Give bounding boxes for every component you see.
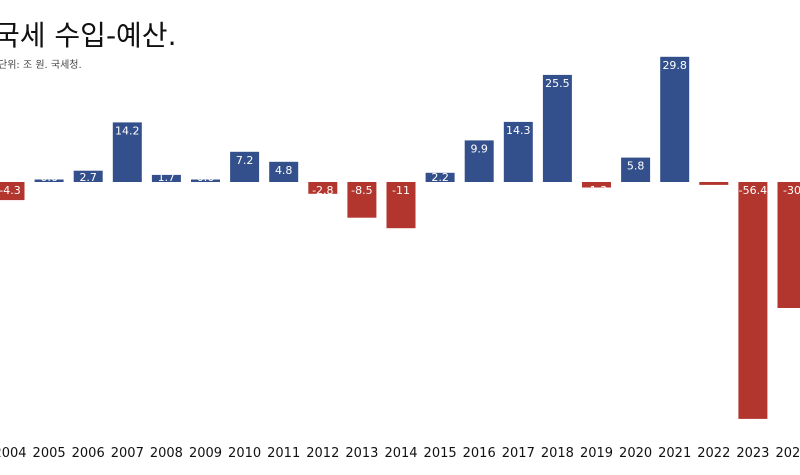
chart-title: 국세 수입-예산.: [0, 19, 177, 52]
x-tick-2018: 2018: [541, 446, 574, 461]
x-tick-2014: 2014: [384, 446, 417, 461]
x-tick-2013: 2013: [345, 446, 378, 461]
data-label-2022: -0.7: [703, 184, 724, 197]
x-tick-2020: 2020: [619, 446, 652, 461]
data-label-2018: 25.5: [545, 77, 570, 90]
bar-2006: [73, 170, 103, 182]
bar-2014: [386, 182, 416, 229]
data-label-2005: 0.6: [40, 171, 58, 184]
x-tick-2005: 2005: [33, 446, 66, 461]
bar-2020: [621, 157, 651, 182]
data-label-2004: -4.3: [0, 184, 21, 197]
bar-2009: [191, 179, 220, 182]
x-tick-2015: 2015: [424, 446, 457, 461]
bar-2019: [582, 182, 611, 188]
x-tick-2012: 2012: [306, 446, 339, 461]
data-label-2006: 2.7: [79, 171, 97, 184]
bar-2010: [230, 151, 260, 182]
data-label-2023: -56.4: [739, 184, 767, 197]
x-tick-2017: 2017: [502, 446, 535, 461]
x-tick-2009: 2009: [189, 446, 222, 461]
bar-2022: [699, 182, 729, 185]
data-label-2009: 0.6: [197, 171, 215, 184]
bar-2018: [542, 74, 572, 182]
bar-2024: [777, 182, 800, 308]
x-tick-2024: 2024: [775, 446, 800, 461]
data-label-2015: 2.2: [431, 171, 449, 184]
bar-2017: [503, 121, 533, 182]
bar-2021: [660, 56, 690, 182]
data-label-2014: -11: [392, 184, 410, 197]
data-label-2019: -1.3: [586, 184, 607, 197]
data-label-2008: 1.7: [158, 171, 176, 184]
bar-2008: [151, 174, 181, 182]
data-label-2024: -30: [783, 184, 800, 197]
x-tick-2004: 2004: [0, 446, 27, 461]
bar-2005: [34, 179, 64, 182]
bar-2013: [347, 182, 377, 218]
data-label-2011: 4.8: [275, 164, 293, 177]
data-label-2013: -8.5: [351, 184, 372, 197]
bar-2004: [0, 182, 25, 201]
bar-2016: [464, 140, 494, 182]
x-tick-2006: 2006: [72, 446, 105, 461]
data-label-2016: 9.9: [470, 142, 488, 155]
x-tick-2007: 2007: [111, 446, 144, 461]
bar-2011: [269, 161, 299, 182]
x-tick-2011: 2011: [267, 446, 300, 461]
x-tick-2021: 2021: [658, 446, 691, 461]
bar-2023: [738, 182, 768, 419]
data-label-2010: 7.2: [236, 154, 254, 167]
x-tick-2008: 2008: [150, 446, 183, 461]
data-label-2021: 29.8: [662, 59, 687, 72]
x-tick-2016: 2016: [463, 446, 496, 461]
x-tick-2010: 2010: [228, 446, 261, 461]
chart-subtitle: 단위: 조 원. 국세청.: [0, 60, 82, 71]
data-label-2020: 5.8: [627, 160, 645, 173]
x-tick-2022: 2022: [697, 446, 730, 461]
bar-2012: [308, 182, 338, 194]
x-tick-2023: 2023: [736, 446, 769, 461]
bar-2015: [425, 172, 455, 182]
data-label-2007: 14.2: [115, 124, 140, 137]
x-tick-2019: 2019: [580, 446, 613, 461]
bar-2007: [112, 122, 142, 182]
data-label-2012: -2.8: [312, 184, 333, 197]
data-label-2017: 14.3: [506, 124, 531, 137]
